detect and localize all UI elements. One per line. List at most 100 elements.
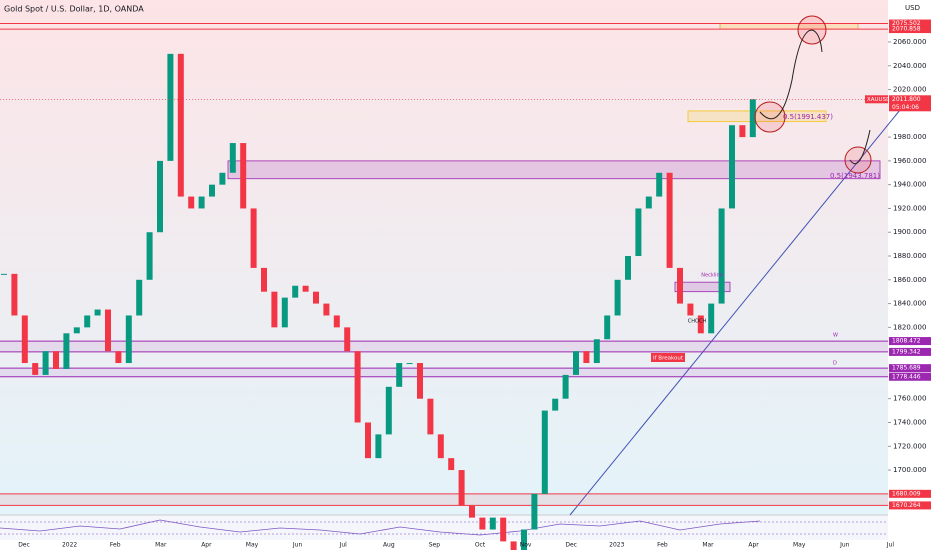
x-tick-label: Jul [886,542,895,549]
level-label: 2075.502 [892,20,921,27]
x-tick-label: May [246,542,259,549]
x-tick-label: Mar [155,542,167,549]
candle [479,517,486,530]
candle [42,351,49,375]
candle [583,351,590,364]
x-tick-label: Apr [748,542,759,549]
x-tick-label: 2022 [62,542,77,549]
candle [521,529,527,550]
candle [448,458,455,471]
candle [458,470,465,506]
zone [687,110,827,123]
candle [292,285,299,298]
level-label: 1799.342 [892,348,921,355]
candle [11,273,18,316]
time-axis [0,540,888,550]
candle [229,143,236,173]
x-tick-label: Nov [520,542,532,549]
x-tick-label: Oct [475,542,486,549]
candle [105,309,111,352]
level-label: 1670.264 [892,502,921,509]
level-tag [889,489,931,498]
fib-label: 0.5(1991.437) [783,113,833,121]
candle [209,184,215,197]
y-tick-label: 2040.000 [893,62,926,70]
path-arrow [759,29,823,120]
level-tag [889,25,931,34]
candle [645,196,652,209]
candle [1,273,7,275]
candle [427,398,434,435]
retest-circle [754,101,786,133]
level-label: 1778.446 [892,373,921,380]
candle [406,363,413,365]
price-tag [889,95,931,112]
y-tick-label: 2060.000 [893,38,926,46]
candle [510,541,517,550]
x-tick-label: Jun [839,542,850,549]
y-tick-label: 1720.000 [893,442,926,450]
path-arrow [849,129,871,165]
level-band [0,341,888,352]
candle [240,143,247,209]
candle [354,351,361,423]
candle [541,410,548,494]
candle [531,493,538,530]
candle [344,327,351,352]
level-tag [889,347,931,356]
currency: USD [905,4,920,12]
candle [729,125,735,209]
candle [136,279,143,316]
candle [188,196,195,209]
level-label: 1808.472 [892,338,921,345]
y-tick-label: 1820.000 [893,323,926,331]
price-axis [888,0,932,550]
level-label: 1785.689 [892,365,921,372]
candle [749,99,756,138]
candle [323,303,330,316]
candle [739,125,746,138]
rsi-line [0,519,761,536]
rsi-pane [0,515,888,540]
x-tick-label: Aug [383,542,395,549]
neckline-label: Neckline [701,273,722,279]
x-tick-label: Jul [339,542,348,549]
candle [697,315,704,334]
candle [146,232,153,280]
candle [552,398,559,411]
timeframe-label: D [833,361,837,367]
x-tick-label: May [793,542,806,549]
y-tick-label: 1760.000 [893,395,926,403]
candle [708,303,715,334]
y-tick-label: 1980.000 [893,133,926,141]
candle [281,297,288,328]
breakout-label: If Breakout [653,356,684,362]
candle [32,363,39,375]
candle [313,291,319,304]
chart-title: Gold Spot / U.S. Dollar, 1D, OANDA [4,5,144,14]
x-tick-label: Dec [565,542,577,549]
x-tick-label: 2023 [609,542,624,549]
candle [604,315,611,340]
candle [687,303,694,316]
candle [417,363,423,399]
candle [177,53,184,197]
retest-circle [844,146,872,174]
candle [219,172,226,185]
candle [437,434,444,459]
candle [656,172,663,197]
zone [674,281,731,293]
y-tick-label: 1840.000 [893,300,926,308]
candle [198,196,205,209]
x-tick-label: Feb [110,542,121,549]
candle [469,505,475,518]
candle [115,351,122,364]
candle [365,422,371,459]
x-tick-label: Feb [657,542,668,549]
y-tick-label: 1860.000 [893,276,926,284]
symbol-tag [865,95,888,104]
countdown: 05:04:06 [892,104,919,111]
timeframe-label: W [833,333,838,339]
candle [593,339,600,364]
